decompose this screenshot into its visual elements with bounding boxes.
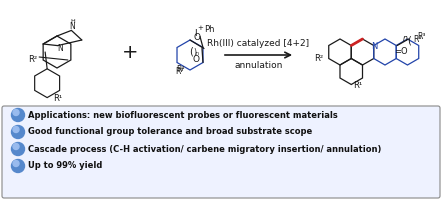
Circle shape xyxy=(13,127,19,132)
Text: Ph: Ph xyxy=(204,25,214,34)
Text: +: + xyxy=(122,43,138,62)
Circle shape xyxy=(11,126,24,138)
Circle shape xyxy=(13,110,19,116)
Circle shape xyxy=(13,144,19,150)
Circle shape xyxy=(13,160,19,166)
Text: n: n xyxy=(403,34,408,43)
Text: )ₙ: )ₙ xyxy=(193,48,199,58)
Text: R³: R³ xyxy=(418,32,426,41)
Text: Rh(III) catalyzed [4+2]: Rh(III) catalyzed [4+2] xyxy=(207,40,309,48)
Text: +: + xyxy=(197,25,203,31)
Text: O: O xyxy=(192,55,199,64)
Text: R⁴: R⁴ xyxy=(413,34,422,44)
Text: N: N xyxy=(57,44,63,53)
Text: R²: R² xyxy=(314,54,323,63)
Text: N: N xyxy=(69,22,75,31)
Text: (: ( xyxy=(189,47,193,57)
Text: Up to 99% yield: Up to 99% yield xyxy=(28,162,103,170)
Text: H: H xyxy=(70,19,75,24)
Text: R³: R³ xyxy=(175,67,183,76)
Text: Applications: new biofluorescent probes or fluorescent materials: Applications: new biofluorescent probes … xyxy=(28,110,338,119)
Circle shape xyxy=(11,160,24,172)
Text: Good functional group tolerance and broad substrate scope: Good functional group tolerance and broa… xyxy=(28,128,312,136)
Text: (: ( xyxy=(408,36,412,46)
Text: R¹: R¹ xyxy=(353,82,362,90)
Text: O: O xyxy=(194,32,201,42)
Text: I: I xyxy=(194,29,196,38)
Text: N: N xyxy=(372,42,378,51)
Text: Cascade process (C-H activation/ carbene migratory insertion/ annulation): Cascade process (C-H activation/ carbene… xyxy=(28,144,381,154)
Text: =O: =O xyxy=(394,47,408,56)
Text: R²: R² xyxy=(29,55,38,64)
FancyBboxPatch shape xyxy=(2,106,440,198)
Text: annulation: annulation xyxy=(234,62,283,71)
Text: R¹: R¹ xyxy=(53,94,62,103)
Text: R⁴: R⁴ xyxy=(176,64,184,73)
Circle shape xyxy=(11,108,24,121)
Circle shape xyxy=(11,142,24,156)
